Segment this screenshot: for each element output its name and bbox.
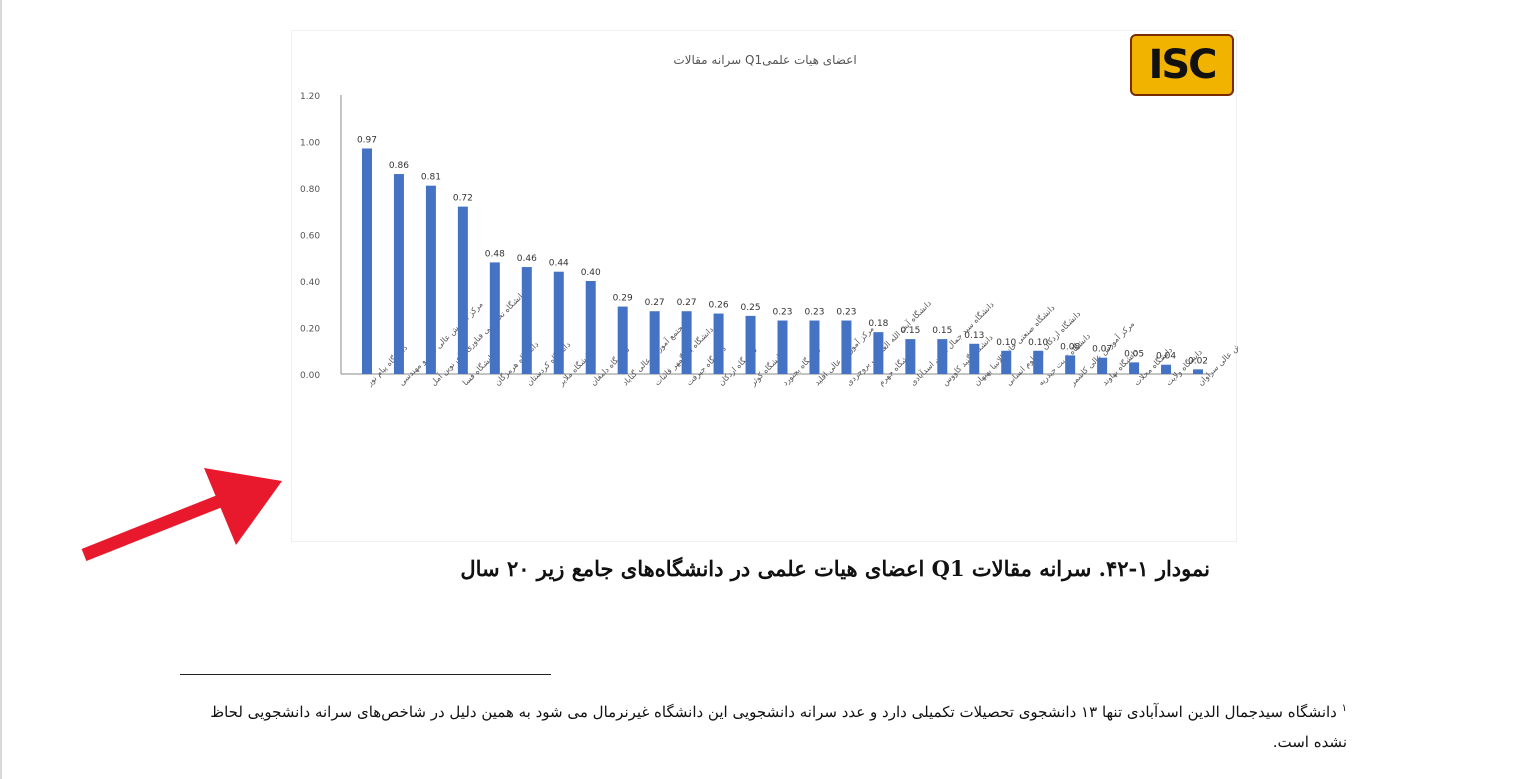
data-label: 0.10 [996,338,1016,348]
chart-title: سرانه مقالات Q1اعضای هیات علمی [673,53,856,68]
data-label: 0.18 [868,319,888,329]
data-label: 0.27 [677,298,697,308]
bar [1033,350,1044,374]
isc-logo: ISC [1130,34,1234,96]
bar [1161,364,1172,374]
y-tick-label: 0.80 [300,185,320,195]
data-label: 0.86 [389,161,409,171]
y-tick-label: 1.00 [300,139,320,149]
bar [777,320,788,374]
arrow-head [204,468,282,545]
page-left-border [0,0,2,779]
data-label: 0.23 [772,308,792,318]
figure-caption: نمودار ۱-۴۲. سرانه مقالات Q1 اعضای هیات … [460,556,1210,581]
data-label: 0.25 [741,303,761,313]
data-label: 0.81 [421,173,441,183]
bar [617,306,628,374]
y-tick-label: 0.60 [300,232,320,242]
data-label: 0.05 [1124,349,1144,359]
footnote-marker: ۱ [1341,703,1347,714]
bar [969,343,980,374]
bar [1129,362,1140,374]
bar [937,339,948,374]
data-label: 0.15 [932,326,952,336]
arrow-shaft [81,490,233,562]
y-tick-label: 1.20 [300,92,320,102]
data-label: 0.26 [709,301,729,311]
bar-chart: سرانه مقالات Q1اعضای هیات علمی 0.00 0.20 0.… [300,53,1238,388]
data-label: 0.44 [549,259,569,269]
bar [361,148,372,374]
isc-logo-text: ISC [1148,42,1217,88]
bar [457,206,468,374]
bar [489,262,500,374]
data-label: 0.10 [1028,338,1048,348]
bar [1193,369,1204,374]
bar [841,320,852,374]
data-label: 0.29 [613,294,633,304]
data-label: 0.13 [964,331,984,341]
bar [681,311,692,374]
data-label: 0.15 [900,326,920,336]
data-label: 0.72 [453,194,473,204]
data-label: 0.40 [581,268,601,278]
data-label: 0.04 [1156,352,1176,362]
data-label: 0.97 [357,135,377,145]
footnote-separator [180,674,551,675]
bar [585,281,596,374]
bar [873,332,884,374]
data-label: 0.48 [485,249,505,259]
bar [745,315,756,374]
bar [425,185,436,374]
data-label: 0.02 [1188,356,1208,366]
bar [1097,357,1108,374]
data-label: 0.27 [645,298,665,308]
bar [1001,350,1012,374]
bar [809,320,820,374]
bar [713,313,724,374]
data-label: 0.08 [1060,342,1080,352]
red-arrow-annotation [81,468,282,562]
bar [521,267,532,374]
data-label: 0.23 [804,308,824,318]
chart-image: سرانه مقالات Q1اعضای هیات علمی 0.00 0.20 0.… [291,30,1238,542]
bar [649,311,660,374]
data-label: 0.46 [517,254,537,264]
bar [393,174,404,374]
y-tick-label: 0.20 [300,325,320,335]
y-tick-label: 0.40 [300,278,320,288]
bar [905,339,916,374]
data-label: 0.07 [1092,345,1112,355]
footnote-text: دانشگاه سیدجمال الدین اسدآبادی تنها ۱۳ د… [210,703,1347,751]
data-label: 0.23 [836,308,856,318]
bar [553,271,564,374]
footnote: ۱ دانشگاه سیدجمال الدین اسدآبادی تنها ۱۳… [180,694,1347,757]
bar [1065,355,1076,374]
x-tick-label: مجتمع آموزش عالی سراوان [1195,314,1238,388]
y-tick-label: 0.00 [300,371,320,381]
